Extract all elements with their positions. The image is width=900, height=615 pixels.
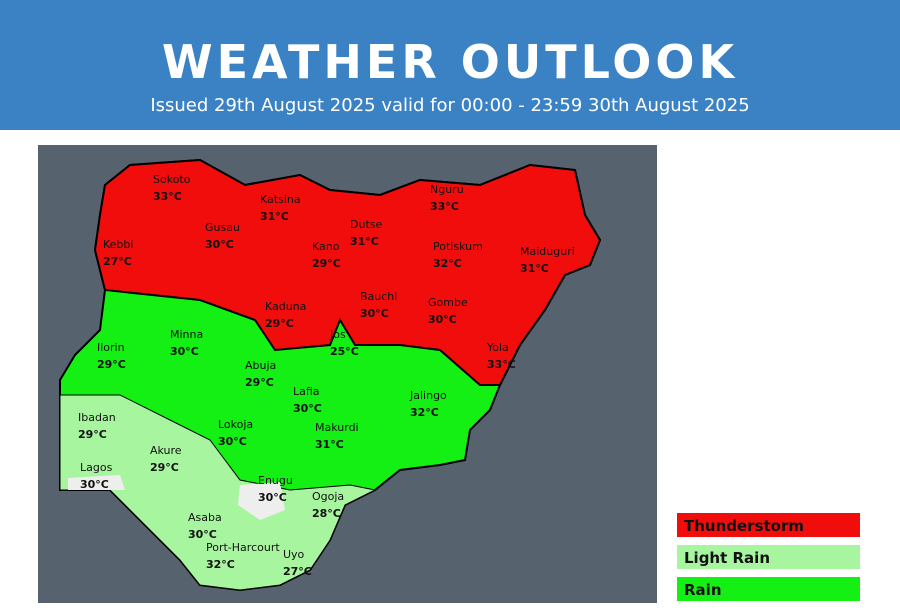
city-name: Minna [170, 328, 203, 341]
city-temp: 28°C [312, 507, 341, 520]
city-temp: 29°C [265, 317, 294, 330]
city-temp: 29°C [150, 461, 179, 474]
light-rain-zone [59, 394, 377, 591]
city-temp: 31°C [260, 210, 289, 223]
city-name: Katsina [260, 193, 301, 206]
legend-label: Light Rain [684, 549, 770, 567]
header-band [0, 0, 900, 130]
city-temp: 27°C [283, 565, 312, 578]
city-name: Makurdi [315, 421, 359, 434]
city-name: Abuja [245, 359, 276, 372]
city-name: Ogoja [312, 490, 344, 503]
city-name: Asaba [188, 511, 222, 524]
city-name: Kano [312, 240, 340, 253]
city-temp: 32°C [433, 257, 462, 270]
city-name: Akure [150, 444, 182, 457]
city-labels: Sokoto 33°C Katsina 31°C Gusau 30°C Kebbi 27°C D… [78, 173, 575, 578]
subtitle: Issued 29th August 2025 valid for 00:00 … [150, 95, 749, 116]
city-temp: 32°C [410, 406, 439, 419]
thunderstorm-zone [93, 158, 602, 386]
city-temp: 33°C [487, 358, 516, 371]
city-temp: 30°C [205, 238, 234, 251]
city-temp: 30°C [170, 345, 199, 358]
city-temp: 31°C [350, 235, 379, 248]
city-name: Lagos [80, 461, 113, 474]
city-name: Gusau [205, 221, 240, 234]
city-name: Enugu [258, 474, 293, 487]
city-temp: 30°C [293, 402, 322, 415]
city-name: Nguru [430, 183, 464, 196]
legend-label: Thunderstorm [684, 517, 804, 535]
city-name: Kaduna [265, 300, 306, 313]
city-temp: 29°C [78, 428, 107, 441]
legend-swatch [677, 577, 860, 601]
city-name: Potiskum [433, 240, 483, 253]
legend: Thunderstorm Light Rain Rain [677, 513, 860, 601]
city-temp: 30°C [360, 307, 389, 320]
city-name: Ilorin [97, 341, 125, 354]
city-temp: 30°C [218, 435, 247, 448]
legend-label: Rain [684, 581, 722, 599]
city-name: Lokoja [218, 418, 253, 431]
city-temp: 32°C [206, 558, 235, 571]
city-temp: 27°C [103, 255, 132, 268]
title: WEATHER OUTLOOK [162, 35, 738, 89]
city-temp: 33°C [153, 190, 182, 203]
no-rain-spot [68, 475, 125, 490]
city-temp: 30°C [428, 313, 457, 326]
city-temp: 30°C [258, 491, 287, 504]
city-temp: 29°C [97, 358, 126, 371]
city-temp: 29°C [245, 376, 274, 389]
city-temp: 33°C [430, 200, 459, 213]
city-name: Sokoto [153, 173, 191, 186]
city-name: Yola [486, 341, 509, 354]
no-rain-spot [238, 482, 285, 520]
city-temp: 25°C [330, 345, 359, 358]
city-temp: 29°C [312, 257, 341, 270]
city-name: Jalingo [409, 389, 447, 402]
legend-swatch [677, 513, 860, 537]
city-temp: 30°C [188, 528, 217, 541]
city-name: Port-Harcourt [206, 541, 280, 554]
city-name: Bauchi [360, 290, 397, 303]
city-name: Uyo [283, 548, 305, 561]
city-name: Dutse [350, 218, 382, 231]
city-name: Maiduguri [520, 245, 575, 258]
city-name: Jos [329, 328, 346, 341]
city-name: Kebbi [103, 238, 133, 251]
city-name: Gombe [428, 296, 468, 309]
city-temp: 30°C [80, 478, 109, 491]
city-name: Ibadan [78, 411, 116, 424]
legend-swatch [677, 545, 860, 569]
city-name: Lafia [293, 385, 320, 398]
city-temp: 31°C [520, 262, 549, 275]
city-temp: 31°C [315, 438, 344, 451]
